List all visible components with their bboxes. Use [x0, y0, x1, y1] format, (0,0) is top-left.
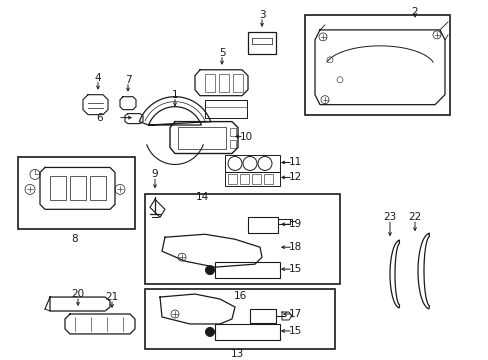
- Circle shape: [205, 328, 214, 337]
- Text: 1: 1: [171, 90, 178, 100]
- Text: 10: 10: [239, 131, 252, 141]
- Text: 21: 21: [105, 292, 119, 302]
- Text: 15: 15: [288, 264, 301, 274]
- Bar: [18, 157, 135, 229]
- Bar: [145, 289, 334, 349]
- Text: 23: 23: [383, 212, 396, 222]
- Bar: [240, 175, 248, 184]
- Text: 2: 2: [411, 7, 417, 17]
- Text: 17: 17: [288, 309, 301, 319]
- Bar: [204, 100, 246, 118]
- Bar: [229, 127, 236, 136]
- Bar: [232, 74, 243, 92]
- Text: 8: 8: [72, 234, 78, 244]
- Bar: [204, 74, 215, 92]
- Text: 16: 16: [233, 291, 246, 301]
- Bar: [229, 140, 236, 148]
- Bar: [247, 217, 278, 233]
- Text: 7: 7: [124, 75, 131, 85]
- Bar: [50, 176, 66, 201]
- Text: 15: 15: [288, 326, 301, 336]
- Bar: [145, 194, 339, 284]
- Text: 22: 22: [407, 212, 421, 222]
- Bar: [305, 15, 449, 114]
- Text: 5: 5: [218, 48, 225, 58]
- Bar: [70, 176, 86, 201]
- Bar: [224, 154, 280, 172]
- Text: 9: 9: [151, 170, 158, 179]
- Bar: [224, 172, 280, 186]
- Bar: [219, 74, 228, 92]
- Text: 12: 12: [288, 172, 301, 183]
- Bar: [247, 32, 275, 54]
- Text: 19: 19: [288, 219, 301, 229]
- Text: 11: 11: [288, 157, 301, 167]
- Bar: [264, 175, 272, 184]
- Bar: [249, 309, 275, 323]
- Bar: [251, 175, 261, 184]
- Text: 3: 3: [258, 10, 265, 20]
- Text: 4: 4: [95, 73, 101, 83]
- Text: 14: 14: [195, 192, 208, 202]
- Bar: [215, 262, 280, 278]
- Bar: [227, 175, 237, 184]
- Bar: [90, 176, 106, 201]
- Text: 18: 18: [288, 242, 301, 252]
- Bar: [178, 127, 225, 149]
- Circle shape: [205, 266, 214, 275]
- Text: 6: 6: [97, 113, 103, 123]
- Text: 13: 13: [230, 349, 243, 359]
- Bar: [215, 324, 280, 340]
- Text: 20: 20: [71, 289, 84, 299]
